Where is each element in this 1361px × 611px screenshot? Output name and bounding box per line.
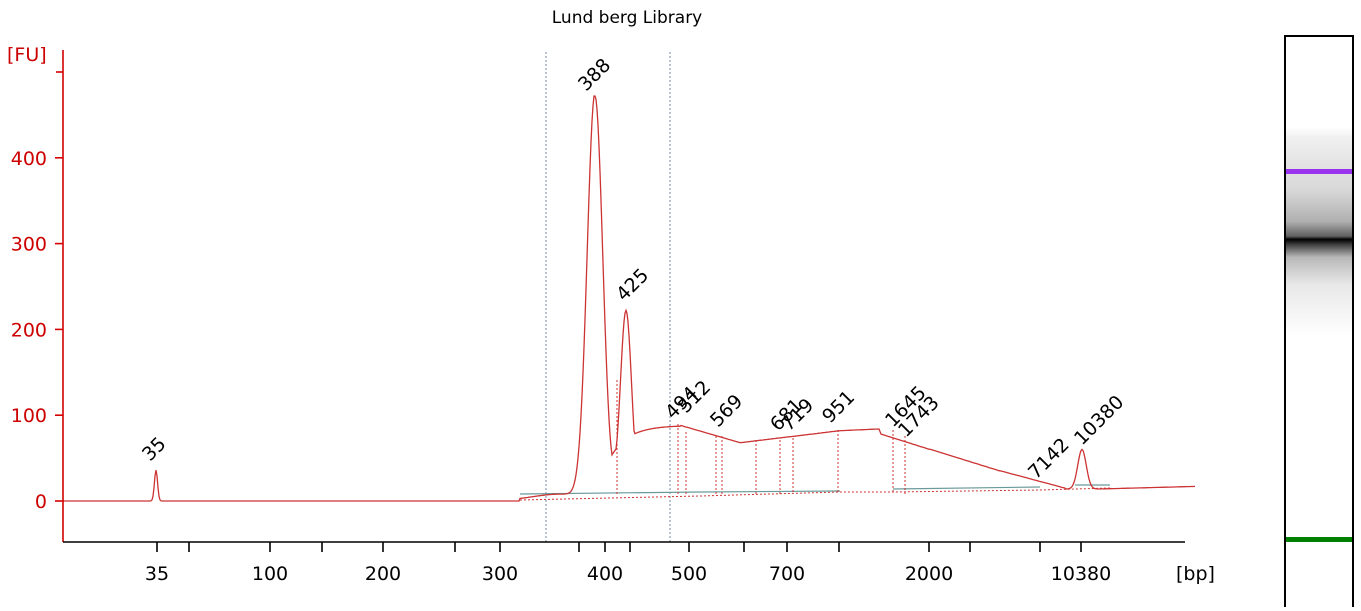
baseline-segment [892, 486, 1041, 490]
dashed-baseline [519, 487, 1111, 501]
gel-smear [1286, 127, 1352, 337]
baseline-segment [699, 490, 841, 493]
region-guides [545, 52, 671, 542]
x-tick-label: 35 [145, 563, 169, 585]
y-tick-label: 200 [11, 319, 47, 341]
gel-upper-marker [1286, 169, 1352, 174]
y-tick-label: 100 [11, 405, 47, 427]
peak-label: 425 [612, 264, 653, 305]
x-tick-label: 300 [482, 563, 518, 585]
peak-label: 10380 [1070, 391, 1128, 449]
y-tick-label: 0 [35, 491, 47, 513]
peak-label: 569 [706, 390, 747, 431]
y-tick-label: 300 [11, 234, 47, 256]
chart-title: Lund berg Library [552, 8, 703, 28]
x-tick-label: 200 [365, 563, 401, 585]
x-axis-label: [bp] [1176, 563, 1215, 585]
x-tick-label: 100 [252, 563, 288, 585]
x-tick-label: 500 [671, 563, 707, 585]
x-tick-label: 700 [769, 563, 805, 585]
gel-image [1286, 127, 1352, 542]
peak-label: 951 [818, 386, 859, 427]
baseline-layer [519, 484, 1110, 495]
y-ticks: 0 100 200 300 400 [11, 148, 63, 513]
x-tick-label: 2000 [905, 563, 953, 585]
trace-layer [63, 95, 1196, 502]
y-axis-label: [FU] [7, 44, 47, 66]
peak-label: 388 [574, 54, 615, 95]
virtual-gel-lane [1284, 35, 1354, 607]
y-tick-label: 400 [11, 148, 47, 170]
electropherogram-chart: Lund berg Library [FU] [bp] 0 100 200 300 40… [7, 8, 1215, 585]
peak-label: 35 [138, 433, 171, 466]
gel-lower-marker [1286, 537, 1352, 542]
trace-line [63, 95, 1196, 502]
baseline-segment [519, 491, 701, 495]
x-tick-label: 10380 [1051, 563, 1111, 585]
x-tick-label: 400 [587, 563, 623, 585]
peak-label: 7142 [1024, 434, 1074, 484]
axes-layer [56, 50, 1185, 543]
x-ticks: 35 100 200 300 400 500 700 2000 10380 [145, 542, 1111, 585]
